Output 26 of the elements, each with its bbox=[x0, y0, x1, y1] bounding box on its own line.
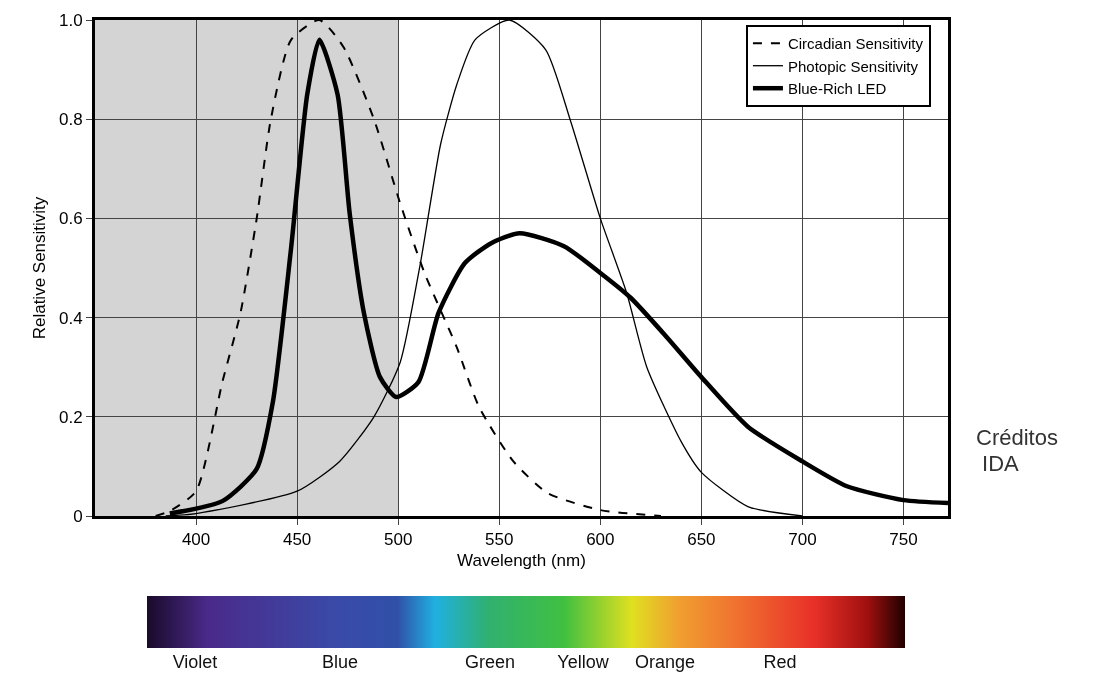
x-tick-label: 500 bbox=[384, 530, 413, 550]
legend-label: Circadian Sensitivity bbox=[787, 35, 924, 53]
legend-label: Blue-Rich LED bbox=[787, 80, 887, 98]
y-tick-label: 0.2 bbox=[58, 407, 83, 427]
x-tick-label: 750 bbox=[889, 530, 918, 550]
x-axis-title: Wavelength (nm) bbox=[457, 550, 586, 570]
text: Red bbox=[763, 652, 797, 673]
y-tick-label: 0.8 bbox=[58, 110, 83, 130]
text: Violet bbox=[172, 652, 218, 673]
y-tick-label: 1.0 bbox=[58, 10, 83, 30]
x-tick-label: 400 bbox=[181, 530, 211, 550]
y-tick-label: 0.4 bbox=[58, 308, 83, 328]
x-tick-label: 450 bbox=[282, 530, 312, 550]
x-tick-label: 650 bbox=[687, 530, 716, 550]
text: Yellow bbox=[557, 652, 609, 673]
text: Blue bbox=[321, 652, 359, 673]
x-tick-label: 600 bbox=[586, 530, 615, 550]
y-tick-label: 0 bbox=[73, 506, 83, 526]
y-axis-title: Relative Sensitivity bbox=[29, 196, 49, 340]
text: Orange bbox=[634, 652, 696, 673]
x-tick-label: 550 bbox=[485, 530, 514, 550]
text: Créditos IDA bbox=[976, 425, 1058, 478]
x-tick-label: 700 bbox=[788, 530, 817, 550]
text: Green bbox=[464, 652, 516, 673]
y-tick-label: 0.6 bbox=[58, 209, 83, 229]
legend-label: Photopic Sensitivity bbox=[787, 57, 919, 75]
